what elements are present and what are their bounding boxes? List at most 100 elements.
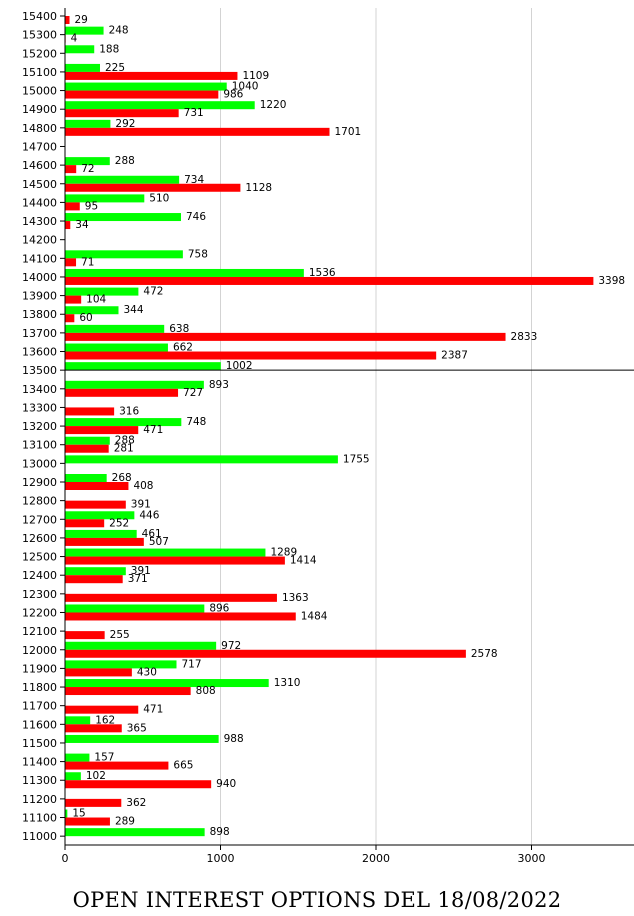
y-tick-label-12400: 12400 [22, 569, 57, 582]
value-label-green-11100: 15 [72, 808, 85, 820]
value-label-green-14400: 510 [149, 192, 169, 204]
value-label-red-12100: 255 [110, 629, 130, 641]
value-label-green-11500: 988 [224, 733, 244, 745]
bar-green-13100 [65, 436, 110, 445]
bar-green-12400 [65, 567, 126, 576]
value-label-red-13700: 2833 [511, 331, 538, 343]
bar-green-12000 [65, 641, 217, 650]
grid-lines [220, 8, 532, 845]
value-label-red-15000: 986 [223, 89, 243, 101]
bar-green-13500 [65, 362, 221, 371]
bar-green-11000 [65, 828, 205, 837]
value-label-red-13400: 727 [183, 387, 203, 399]
bar-green-12700 [65, 511, 135, 520]
value-label-red-13300: 316 [119, 405, 139, 417]
value-label-green-13800: 344 [123, 304, 143, 316]
bar-red-11700 [65, 705, 139, 714]
bar-red-13600 [65, 351, 437, 360]
y-tick-label-11800: 11800 [22, 681, 57, 694]
y-tick-label-13000: 13000 [22, 457, 57, 470]
bar-red-13100 [65, 444, 109, 453]
value-label-green-12900: 268 [112, 472, 132, 484]
value-label-red-14600: 72 [81, 163, 94, 175]
value-label-red-14300: 34 [75, 219, 89, 231]
y-tick-label-11700: 11700 [22, 700, 57, 713]
value-label-green-13900: 472 [143, 286, 163, 298]
bar-red-12100 [65, 631, 105, 640]
value-label-green-13500: 1002 [226, 360, 253, 372]
bars [65, 16, 594, 837]
bar-green-11400 [65, 753, 90, 762]
bar-green-13800 [65, 306, 119, 315]
bar-red-13700 [65, 332, 506, 341]
value-label-green-14300: 746 [186, 211, 206, 223]
bar-green-15000 [65, 82, 227, 91]
y-tick-label-13600: 13600 [22, 346, 57, 359]
bar-red-14600 [65, 165, 77, 174]
value-label-green-14000: 1536 [309, 267, 336, 279]
value-label-green-12400: 391 [131, 565, 151, 577]
y-tick-label-14500: 14500 [22, 178, 57, 191]
value-label-red-11100: 289 [115, 816, 135, 828]
value-label-red-12500: 1414 [290, 555, 317, 567]
chart-title: OPEN INTEREST OPTIONS DEL 18/08/2022 [72, 888, 562, 912]
y-tick-label-15000: 15000 [22, 85, 57, 98]
value-label-red-13600: 2387 [441, 350, 468, 362]
axes [60, 8, 634, 850]
bar-red-14800 [65, 127, 330, 136]
y-tick-label-11500: 11500 [22, 737, 57, 750]
value-label-green-11400: 157 [94, 752, 114, 764]
value-label-red-11800: 808 [196, 685, 216, 697]
value-label-red-12600: 507 [149, 536, 169, 548]
y-tick-label-15200: 15200 [22, 47, 57, 60]
y-tick-label-11300: 11300 [22, 774, 57, 787]
y-tick-label-13300: 13300 [22, 401, 57, 414]
value-label-red-12700: 252 [109, 517, 129, 529]
value-label-green-15000: 1040 [232, 81, 259, 93]
y-tick-label-15300: 15300 [22, 29, 57, 42]
bar-red-12300 [65, 593, 277, 602]
bar-red-12600 [65, 537, 144, 546]
bar-green-12900 [65, 474, 107, 482]
value-label-green-12500: 1289 [270, 547, 297, 559]
value-label-green-13000: 1755 [343, 453, 370, 465]
bar-red-12500 [65, 556, 285, 565]
bar-red-14100 [65, 258, 77, 267]
bar-red-13200 [65, 426, 139, 435]
y-tick-label-15100: 15100 [22, 66, 57, 79]
x-axis-tick-labels: 0 1000 2000 3000 [62, 852, 546, 865]
value-label-green-13100: 288 [115, 435, 135, 447]
y-tick-label-12500: 12500 [22, 551, 57, 564]
bar-red-13300 [65, 407, 115, 416]
bar-red-12700 [65, 519, 105, 528]
value-label-green-12700: 446 [139, 509, 159, 521]
bar-green-13000 [65, 455, 338, 464]
value-label-green-13400: 893 [209, 379, 229, 391]
value-label-red-14900: 731 [184, 107, 204, 119]
value-label-green-14600: 288 [115, 155, 135, 167]
bar-green-13900 [65, 287, 139, 296]
y-tick-label-13100: 13100 [22, 439, 57, 452]
bar-green-14400 [65, 194, 145, 203]
value-label-red-12900: 408 [133, 480, 153, 492]
value-label-green-14500: 734 [184, 174, 204, 186]
bar-red-12400 [65, 575, 123, 584]
bar-green-11300 [65, 772, 81, 781]
y-tick-label-13400: 13400 [22, 383, 57, 396]
y-tick-label-14600: 14600 [22, 159, 57, 172]
bar-red-14500 [65, 183, 241, 192]
value-label-red-15300: 4 [71, 33, 78, 45]
y-tick-label-12100: 12100 [22, 625, 57, 638]
bar-red-14900 [65, 109, 179, 118]
bar-green-14900 [65, 101, 255, 110]
y-tick-label-14400: 14400 [22, 196, 57, 209]
y-tick-label-11600: 11600 [22, 718, 57, 731]
value-label-red-12200: 1484 [301, 610, 328, 622]
y-tick-label-14900: 14900 [22, 103, 57, 116]
bar-red-11100 [65, 817, 110, 826]
bar-green-13600 [65, 343, 168, 352]
y-tick-label-11000: 11000 [22, 830, 57, 843]
y-tick-label-14700: 14700 [22, 140, 57, 153]
value-label-red-15400: 29 [75, 14, 88, 26]
value-label-red-12300: 1363 [282, 592, 309, 604]
